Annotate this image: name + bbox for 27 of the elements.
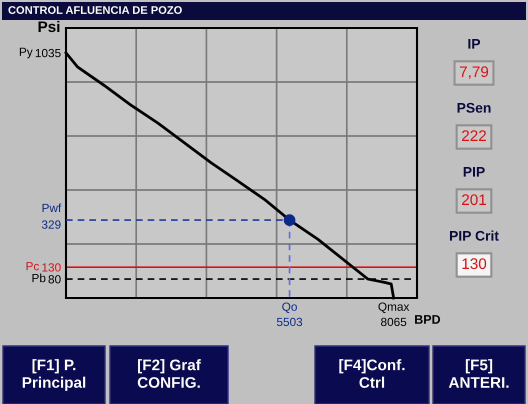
y-tick-label: 329 — [42, 220, 61, 229]
annotation: Pb — [32, 274, 46, 282]
annotation: Pc — [26, 262, 39, 270]
x-tick-label: 8065 — [381, 318, 406, 326]
annotation: Py — [20, 48, 33, 58]
text: [F1] P. Principal — [22, 359, 86, 391]
annotation: Qmax — [378, 302, 410, 313]
y-axis-title: Psi — [38, 20, 60, 32]
x-axis-title: BPD — [415, 315, 440, 324]
text: 201 — [462, 194, 486, 206]
text: [F4]Conf. Ctrl — [339, 359, 404, 388]
text: 7,79 — [460, 66, 488, 79]
text: PSen — [458, 102, 491, 113]
annotation: Pwf — [42, 203, 62, 212]
text: IP — [468, 39, 480, 49]
text: [F5] ANTERI. — [448, 359, 509, 388]
text: 222 — [462, 130, 486, 141]
y-tick-label: 130 — [42, 263, 61, 272]
text: PIP — [464, 167, 485, 177]
y-tick-label: 80 — [48, 275, 61, 284]
chart-title: CONTROL AFLUENCIA DE POZO — [8, 6, 182, 14]
text: 130 — [462, 258, 486, 270]
annotation: Qo — [282, 302, 297, 313]
y-tick-label: 1035 — [36, 48, 61, 58]
text: PIP Crit — [450, 230, 499, 241]
x-tick-label: 5503 — [276, 318, 302, 326]
text: [F2] Graf CONFIG. — [138, 359, 201, 388]
